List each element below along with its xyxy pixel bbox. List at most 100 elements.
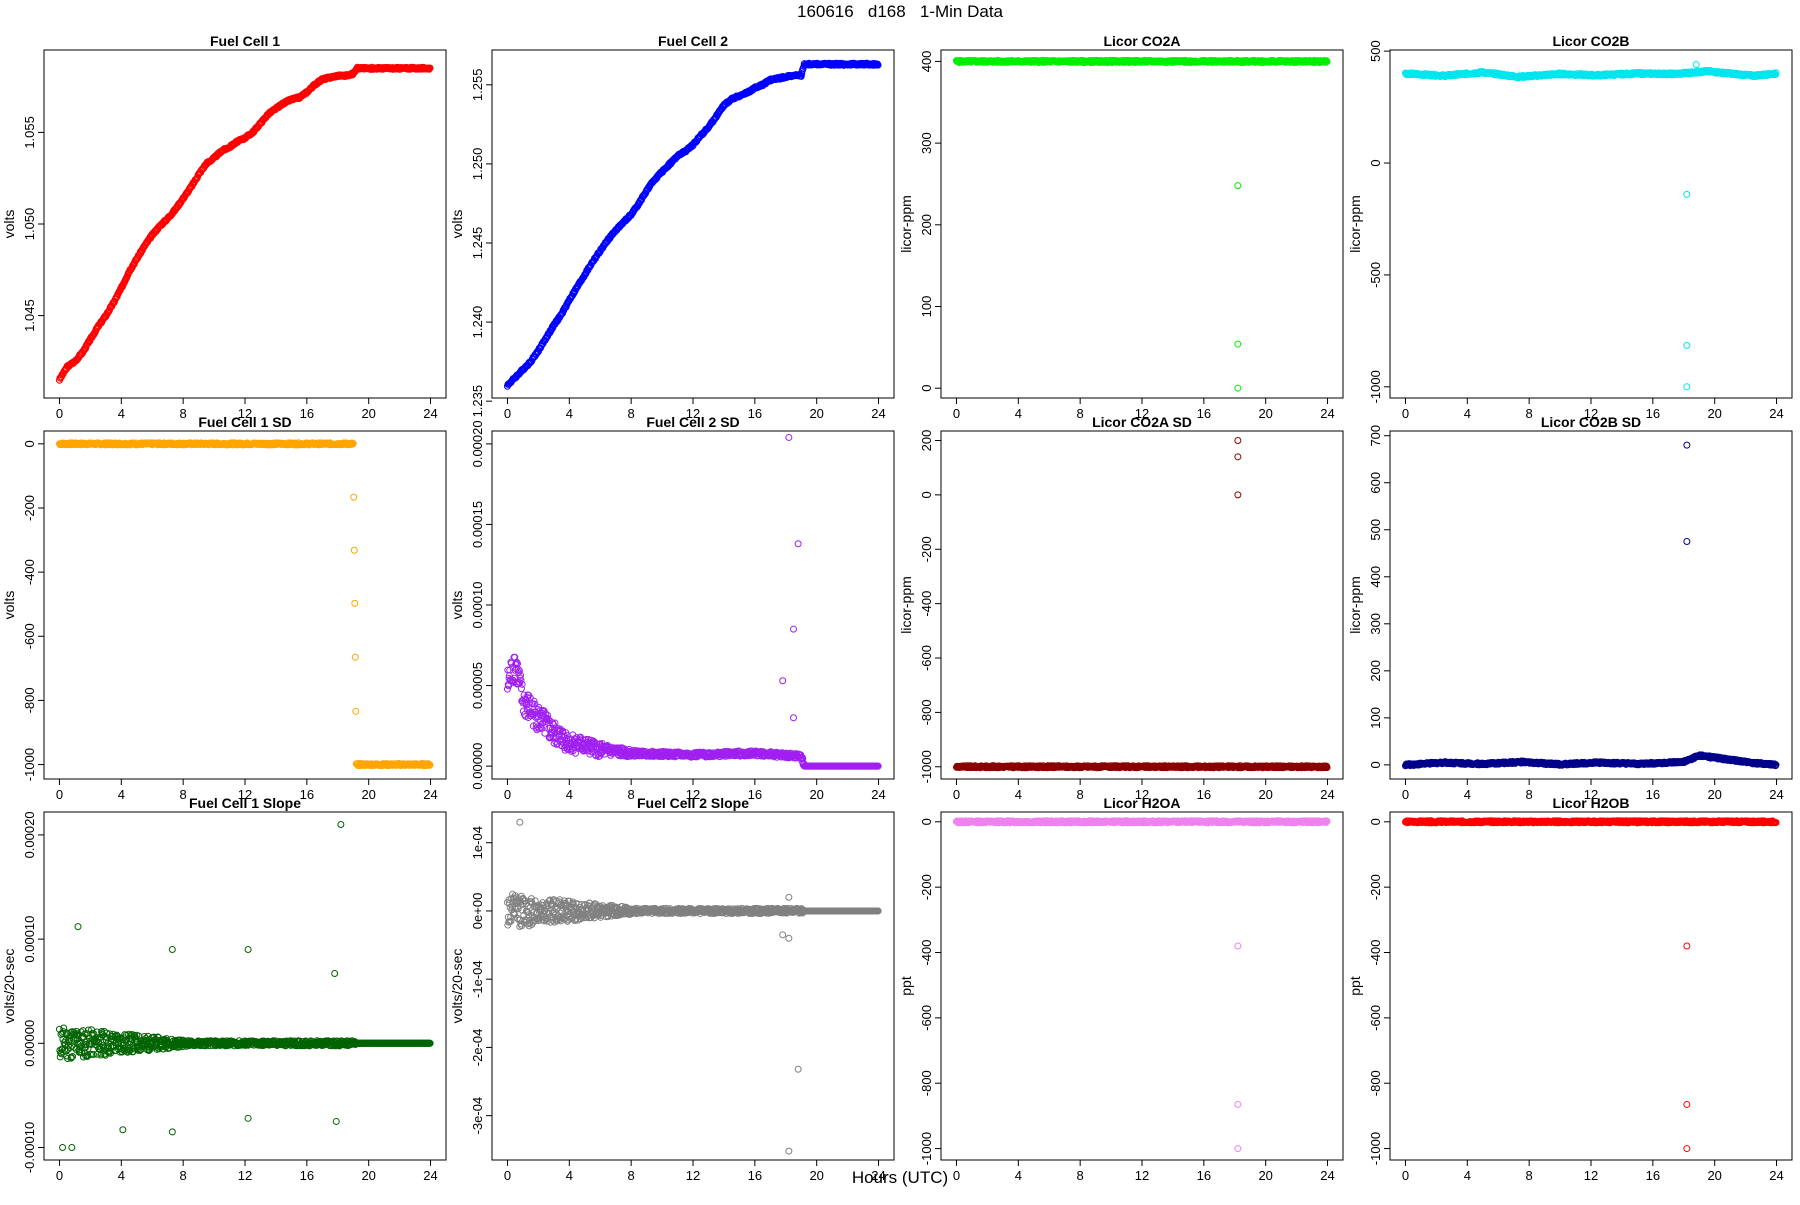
y-tick-label: 200	[919, 430, 934, 452]
data-point	[351, 494, 357, 500]
x-tick-label: 24	[1320, 406, 1334, 421]
y-axis-label: volts	[449, 591, 465, 620]
y-axis-label: licor-ppm	[898, 576, 914, 634]
figure-title: 160616 d168 1-Min Data	[0, 2, 1800, 22]
y-tick-label: 1.245	[470, 227, 485, 260]
y-tick-label: 0.00015	[470, 501, 485, 548]
x-tick-label: 20	[1258, 787, 1272, 802]
x-tick-label: 8	[1077, 787, 1084, 802]
x-tick-label: 4	[1015, 787, 1022, 802]
plot-title: Licor CO2A	[1103, 33, 1180, 49]
x-tick-label: 24	[423, 787, 437, 802]
x-tick-label: 8	[180, 406, 187, 421]
plot-title: Fuel Cell 1	[210, 33, 280, 49]
x-tick-label: 8	[1077, 406, 1084, 421]
y-tick-label: 100	[919, 296, 934, 318]
x-tick-label: 20	[361, 787, 375, 802]
x-tick-label: 4	[1015, 406, 1022, 421]
plot-frame	[941, 431, 1343, 779]
x-tick-label: 20	[1258, 406, 1272, 421]
x-tick-label: 20	[809, 406, 823, 421]
x-tick-label: 24	[1320, 787, 1334, 802]
data-point	[352, 654, 358, 660]
x-tick-label: 16	[1197, 787, 1211, 802]
y-tick-label: -600	[22, 623, 37, 649]
x-tick-label: 24	[871, 787, 885, 802]
plot-title: Fuel Cell 2 SD	[646, 414, 739, 430]
y-tick-label: -800	[22, 687, 37, 713]
x-tick-label: 16	[1646, 406, 1660, 421]
y-axis-label: volts	[449, 210, 465, 239]
plot-title: Fuel Cell 2	[658, 33, 728, 49]
x-tick-label: 4	[566, 787, 573, 802]
x-tick-label: 0	[1402, 406, 1409, 421]
y-tick-label: 0.00000	[470, 743, 485, 790]
y-tick-label: 0	[919, 385, 934, 392]
x-tick-label: 8	[628, 787, 635, 802]
plot-frame	[492, 50, 894, 398]
outlier-point	[1235, 341, 1241, 347]
y-tick-label: 1.055	[22, 116, 37, 149]
y-tick-label: -1000	[919, 750, 934, 783]
plot-title: Licor CO2B	[1552, 33, 1629, 49]
y-tick-label: 0	[1368, 159, 1383, 166]
outlier-point	[1684, 384, 1690, 390]
y-axis-label: licor-ppm	[898, 195, 914, 253]
y-tick-label: -600	[919, 645, 934, 671]
y-axis-label: volts	[1, 591, 17, 620]
x-tick-label: 4	[118, 787, 125, 802]
y-tick-label: -400	[22, 559, 37, 585]
y-tick-label: 400	[919, 51, 934, 73]
outlier-point	[1693, 62, 1699, 68]
y-tick-label: 0	[919, 491, 934, 498]
plot-title: Licor CO2A SD	[1092, 414, 1192, 430]
y-tick-label: 1.235	[470, 385, 485, 418]
x-tick-label: 24	[1769, 406, 1783, 421]
x-tick-label: 16	[300, 787, 314, 802]
x-tick-label: 16	[748, 406, 762, 421]
x-tick-label: 4	[118, 406, 125, 421]
y-tick-label: -1000	[22, 748, 37, 781]
data-point	[351, 547, 357, 553]
y-tick-label: 1.045	[22, 299, 37, 332]
y-tick-label: 1.255	[470, 69, 485, 102]
outlier-point	[795, 541, 801, 547]
x-tick-label: 20	[809, 787, 823, 802]
y-tick-label: 0.00020	[470, 420, 485, 467]
x-tick-label: 8	[180, 787, 187, 802]
plot-frame	[941, 50, 1343, 398]
y-axis-label: volts	[1, 210, 17, 239]
x-tick-label: 24	[423, 406, 437, 421]
x-tick-label: 24	[871, 406, 885, 421]
y-tick-label: -500	[1368, 262, 1383, 288]
x-tick-label: 16	[1197, 406, 1211, 421]
y-tick-label: -1000	[1368, 370, 1383, 403]
y-axis-label: licor-ppm	[1347, 195, 1363, 253]
outlier-point	[1684, 342, 1690, 348]
x-tick-label: 0	[504, 787, 511, 802]
x-tick-label: 0	[56, 406, 63, 421]
data-point	[352, 600, 358, 606]
y-tick-label: 500	[1368, 40, 1383, 62]
x-tick-label: 0	[504, 406, 511, 421]
y-tick-label: 300	[919, 132, 934, 154]
outlier-point	[791, 715, 797, 721]
x-tick-label: 4	[1464, 406, 1471, 421]
x-tick-label: 8	[628, 406, 635, 421]
x-tick-label: 20	[1707, 406, 1721, 421]
y-tick-label: -200	[919, 536, 934, 562]
y-tick-label: -800	[919, 699, 934, 725]
outlier-point	[791, 626, 797, 632]
x-tick-label: 0	[953, 787, 960, 802]
outlier-point	[786, 434, 792, 440]
plot-frame	[44, 50, 446, 398]
plot-frame	[1390, 50, 1792, 398]
y-tick-label: 1.240	[470, 306, 485, 339]
